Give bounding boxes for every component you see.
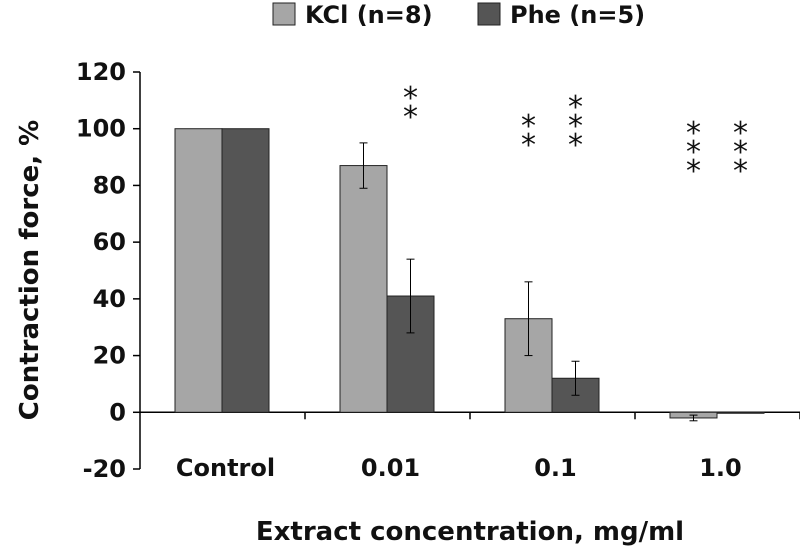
bar-s1-c0 xyxy=(221,128,270,413)
y-tick-label-2: 20 xyxy=(93,342,126,370)
y-tick-label-6: 100 xyxy=(76,115,126,143)
y-tick-label-7: 120 xyxy=(76,58,126,86)
bar-s0-c0 xyxy=(174,128,223,413)
sig-star-s1-c3-1: * xyxy=(733,135,748,170)
x-tick-label-2: 0.1 xyxy=(534,454,577,482)
sig-star-s0-c3-2: * xyxy=(686,154,701,189)
y-axis-title: Contraction force, % xyxy=(15,120,45,420)
legend: KCl (n=8) Phe (n=5) xyxy=(272,1,645,29)
x-tick-label-1: 0.01 xyxy=(361,454,420,482)
sig-star-s1-c3-0: * xyxy=(733,116,748,151)
y-tick-label-3: 40 xyxy=(93,285,126,313)
sig-star-s1-c2-1: * xyxy=(568,109,583,144)
x-axis-title: Extract concentration, mg/ml xyxy=(256,517,684,547)
bar-s0-c2 xyxy=(504,318,553,413)
sig-star-s1-c3-2: * xyxy=(733,154,748,189)
sig-star-s1-c2-2: * xyxy=(568,128,583,163)
legend-swatch-1 xyxy=(477,2,501,26)
sig-star-s0-c2-1: * xyxy=(521,128,536,163)
y-tick-label-1: 0 xyxy=(109,398,126,426)
sig-star-s0-c2-0: * xyxy=(521,109,536,144)
sig-star-s0-c3-0: * xyxy=(686,116,701,151)
sig-star-s1-c2-0: * xyxy=(568,90,583,125)
bar-s0-c1 xyxy=(339,165,388,413)
legend-label-0: KCl (n=8) xyxy=(305,1,433,29)
bar-s1-c3 xyxy=(716,411,765,414)
significance-markers: ** ***** *** *** xyxy=(403,81,748,189)
sig-star-s1-c1-0: * xyxy=(403,81,418,116)
legend-swatch-0 xyxy=(272,2,296,26)
y-tick-label-5: 80 xyxy=(93,171,126,199)
legend-label-1: Phe (n=5) xyxy=(510,1,645,29)
y-tick-label-0: -20 xyxy=(83,455,126,483)
y-tick-label-4: 60 xyxy=(93,228,126,256)
x-tick-label-3: 1.0 xyxy=(699,454,742,482)
x-axis: Control 0.01 0.1 1.0 xyxy=(140,411,800,482)
sig-star-s0-c3-1: * xyxy=(686,135,701,170)
y-axis: -20 0 20 40 60 80 100 120 xyxy=(76,58,141,483)
bars xyxy=(174,128,765,422)
x-tick-label-0: Control xyxy=(176,454,275,482)
sig-star-s1-c1-1: * xyxy=(403,100,418,135)
